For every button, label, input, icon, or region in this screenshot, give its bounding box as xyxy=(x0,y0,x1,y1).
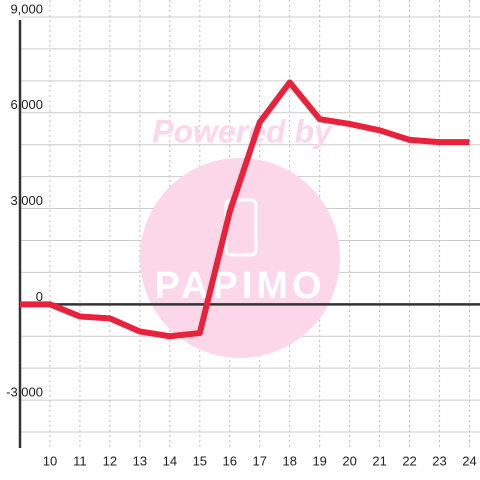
watermark-text: Powered by xyxy=(152,113,334,149)
x-tick-label: 17 xyxy=(253,453,267,468)
y-tick-label: 3,000 xyxy=(10,193,43,208)
x-tick-label: 23 xyxy=(432,453,446,468)
x-tick-label: 22 xyxy=(402,453,416,468)
x-tick-label: 20 xyxy=(342,453,356,468)
x-tick-label: 10 xyxy=(43,453,57,468)
x-tick-label: 15 xyxy=(193,453,207,468)
x-tick-label: 24 xyxy=(462,453,476,468)
data-line xyxy=(20,79,470,340)
watermark-circle xyxy=(140,158,340,358)
x-tick-label: 21 xyxy=(372,453,386,468)
x-tick-label: 19 xyxy=(312,453,326,468)
watermark-logo: PAPIMO xyxy=(154,265,325,307)
x-tick-label: 13 xyxy=(133,453,147,468)
y-tick-label: 6,000 xyxy=(10,97,43,112)
x-tick-label: 16 xyxy=(223,453,237,468)
x-tick-label: 11 xyxy=(73,453,87,468)
x-tick-label: 14 xyxy=(163,453,177,468)
x-tick-label: 12 xyxy=(103,453,117,468)
y-tick-label: 0 xyxy=(36,289,43,304)
y-tick-label: 9,000 xyxy=(10,1,43,16)
y-tick-label: -3,000 xyxy=(6,385,43,400)
x-tick-label: 18 xyxy=(282,453,296,468)
